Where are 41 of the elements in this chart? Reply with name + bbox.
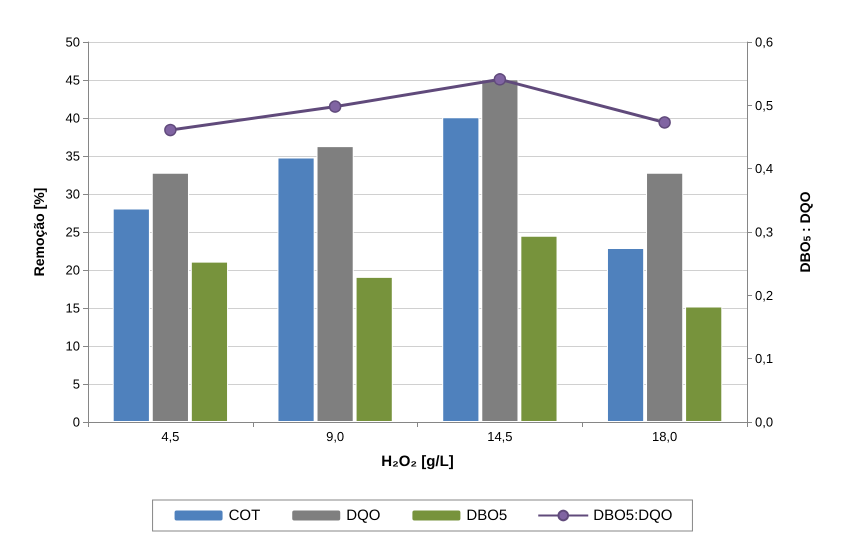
x-tick-label: 4,5 bbox=[161, 429, 180, 444]
y-tick-label: 10 bbox=[66, 338, 80, 354]
y-tick-label: 15 bbox=[66, 300, 80, 316]
bar bbox=[685, 306, 722, 422]
point bbox=[658, 116, 671, 129]
y-tick-label: 5 bbox=[72, 376, 80, 392]
y2-tick-label: 0,3 bbox=[755, 224, 774, 240]
y-tick-label: 25 bbox=[66, 224, 80, 240]
y-tick-label: 0 bbox=[72, 414, 80, 430]
point bbox=[494, 73, 506, 86]
bar bbox=[442, 117, 480, 422]
y2-tick-label: 0,5 bbox=[755, 98, 774, 113]
y-tick-label: 35 bbox=[66, 148, 80, 164]
x-tick-label: 18,0 bbox=[652, 429, 678, 444]
bar bbox=[112, 208, 150, 422]
bar bbox=[277, 158, 315, 422]
y2-tick-label: 0,6 bbox=[755, 34, 774, 50]
bar bbox=[520, 236, 558, 422]
y2-tick-label: 0,2 bbox=[755, 288, 774, 303]
y2-tick-label: 0,0 bbox=[755, 414, 774, 430]
y-tick-label: 20 bbox=[66, 262, 80, 278]
legend-label: DBO5:DQO bbox=[593, 507, 672, 524]
x-tick-label: 14,5 bbox=[487, 429, 513, 444]
y-tick-label: 50 bbox=[66, 34, 80, 50]
legend-label: COT bbox=[228, 507, 260, 524]
x-axis-title: H₂O₂ [g/L] bbox=[381, 453, 454, 470]
x-tick-label: 9,0 bbox=[326, 429, 344, 444]
bar bbox=[606, 248, 644, 422]
y-tick-label: 30 bbox=[66, 186, 80, 202]
legend-label: DQO bbox=[346, 507, 380, 524]
legend-label: DBO5 bbox=[466, 507, 508, 524]
y-tick-label: 40 bbox=[66, 110, 80, 126]
point bbox=[164, 124, 177, 136]
y-axis-title: Remoção [%] bbox=[31, 188, 47, 276]
y2-axis-title: DBO5 : DQO bbox=[797, 191, 814, 273]
y2-tick-label: 0,4 bbox=[755, 161, 774, 176]
point bbox=[328, 100, 342, 113]
y2-tick-label: 0,1 bbox=[755, 351, 774, 366]
y-tick-label: 45 bbox=[66, 72, 80, 88]
bar bbox=[190, 262, 228, 422]
bar bbox=[356, 276, 393, 422]
